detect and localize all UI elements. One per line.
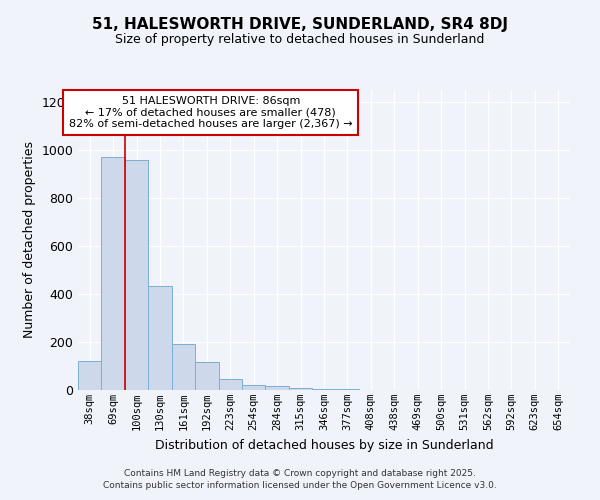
Bar: [172, 344, 195, 390]
Bar: [101, 157, 125, 390]
Text: Contains HM Land Registry data © Crown copyright and database right 2025.: Contains HM Land Registry data © Crown c…: [124, 468, 476, 477]
Y-axis label: Number of detached properties: Number of detached properties: [23, 142, 36, 338]
Text: 51, HALESWORTH DRIVE, SUNDERLAND, SR4 8DJ: 51, HALESWORTH DRIVE, SUNDERLAND, SR4 8D…: [92, 18, 508, 32]
Bar: [242, 385, 265, 390]
Bar: [148, 286, 172, 390]
Bar: [78, 361, 101, 390]
Bar: [312, 389, 336, 390]
Bar: [195, 362, 218, 390]
Bar: [265, 386, 289, 390]
Bar: [218, 379, 242, 390]
X-axis label: Distribution of detached houses by size in Sunderland: Distribution of detached houses by size …: [155, 438, 493, 452]
Bar: [336, 389, 359, 390]
Text: 51 HALESWORTH DRIVE: 86sqm
← 17% of detached houses are smaller (478)
82% of sem: 51 HALESWORTH DRIVE: 86sqm ← 17% of deta…: [69, 96, 353, 129]
Bar: [125, 160, 148, 390]
Text: Contains public sector information licensed under the Open Government Licence v3: Contains public sector information licen…: [103, 481, 497, 490]
Text: Size of property relative to detached houses in Sunderland: Size of property relative to detached ho…: [115, 32, 485, 46]
Bar: [289, 388, 312, 390]
